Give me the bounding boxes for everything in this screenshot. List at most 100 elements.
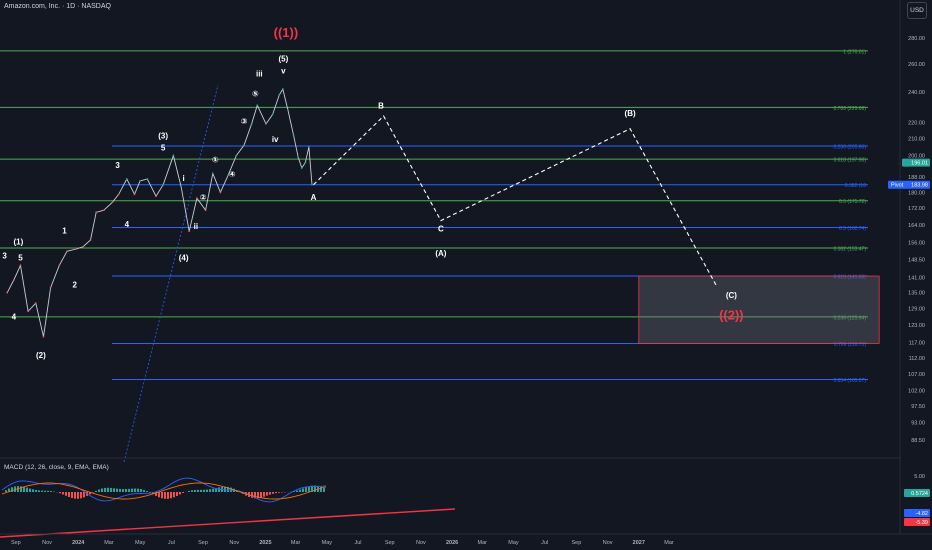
pivot-name: Pivot [891, 183, 904, 189]
wave-label: (C) [726, 291, 737, 300]
x-tick-label: Sep [572, 540, 582, 546]
wave-label: 3 [2, 251, 7, 260]
macd-histogram-bar [212, 488, 214, 492]
macd-histogram-bar [161, 492, 163, 499]
macd-histogram-bar [89, 492, 91, 495]
price-point [271, 113, 274, 116]
macd-histogram-bar [128, 488, 130, 492]
price-point [58, 264, 61, 267]
macd-histogram-bar [269, 492, 271, 495]
y-tick-label: 220.00 [908, 120, 925, 126]
macd-histogram-bar [50, 491, 52, 492]
y-tick-label: 280.00 [908, 36, 925, 42]
macd-histogram-bar [23, 486, 25, 492]
price-axis[interactable]: 280.00 260.00 240.00 220.00 210.00 200.00 188.… [899, 0, 925, 534]
y-tick-label: 97.50 [911, 404, 925, 410]
wave-label: (4) [179, 254, 189, 263]
macd-histogram-bar [254, 492, 256, 499]
target-zone-rect [638, 275, 880, 344]
wave-label: 4 [12, 313, 17, 322]
y-tick-label: 88.50 [911, 438, 925, 444]
price-point [75, 248, 78, 250]
macd-pane [0, 457, 900, 538]
wave-label: (A) [435, 249, 446, 258]
macd-histogram-bar [152, 492, 154, 495]
macd-histogram-bar [62, 492, 64, 495]
price-point [180, 185, 182, 188]
y-tick-label: 93.00 [911, 421, 925, 427]
macd-histogram-bar [155, 492, 157, 496]
x-tick-label: May [322, 540, 333, 546]
pivot-price: 183.98 [911, 183, 928, 189]
y-tick-label: 112.00 [909, 356, 925, 362]
price-point [278, 93, 281, 96]
wave-label: i [182, 174, 184, 183]
price-point [146, 178, 149, 180]
macd-histogram-bar [47, 490, 49, 492]
macd-histogram-bar [104, 487, 106, 492]
price-point [102, 209, 105, 212]
macd-histogram-bar [74, 492, 76, 499]
y-tick-label: 129.00 [908, 307, 925, 313]
target-zone [638, 275, 880, 344]
price-point [66, 250, 68, 253]
price-point [311, 183, 313, 186]
wave-label: (1) [14, 238, 24, 247]
macd-histogram-bar [209, 489, 211, 492]
macd-histogram-bar [71, 492, 73, 499]
macd-histogram-bar [65, 492, 67, 496]
signal-line [1, 482, 327, 500]
last-price-tag [902, 158, 930, 167]
macd-value-tag [904, 509, 930, 517]
y-tick-label: 107.00 [908, 372, 925, 378]
macd-histogram-bar [275, 492, 277, 494]
macd-histogram-bar [203, 489, 205, 492]
price-point [256, 104, 259, 107]
macd-histogram-bar [59, 492, 61, 494]
price-point [34, 302, 37, 305]
macd-histogram-bar [320, 486, 322, 492]
wave-labels: 3(1)54(2)1234(3)5iii(4)②①④③⑤iiiiv(5)v((1… [2, 25, 743, 360]
wave-label: C [438, 224, 444, 233]
price-point [27, 310, 30, 313]
y-tick-label: 240.00 [908, 90, 925, 96]
x-tick-label: 2027 [633, 540, 645, 546]
price-point [19, 264, 22, 267]
fib-label: 0.5 (162.74) [839, 226, 866, 232]
macd-histogram-bar [110, 487, 112, 492]
price-point [243, 144, 245, 147]
currency-button[interactable]: USD [907, 2, 927, 19]
macd-histogram-bar [299, 489, 301, 492]
macd-value-text: 0.5724 [911, 491, 928, 497]
fib-label: 0.382 (18 [845, 183, 866, 189]
fib-label: 0.382 (153.47) [833, 246, 866, 252]
x-tick-label: Sep [11, 540, 21, 546]
price-point [292, 134, 295, 137]
macd-histogram-bar [164, 492, 166, 499]
y-tick-label: 102.00 [908, 388, 925, 394]
wave-label: 5 [161, 143, 166, 152]
wave-label: 4 [125, 220, 130, 229]
macd-histogram-bar [11, 487, 13, 492]
wave-label: 2 [72, 281, 77, 290]
price-point [12, 279, 15, 281]
x-tick-label: Jul [541, 540, 548, 546]
time-axis[interactable]: Sep Nov 2024 Mar May Jul Sep Nov 2025 Mar May Jul Se… [0, 533, 932, 546]
price-point [6, 291, 9, 294]
fib-label: 0.236 (205.60) [833, 144, 866, 150]
price-point [235, 154, 238, 157]
price-point [139, 179, 142, 182]
macd-histogram-bar [218, 487, 220, 492]
macd-trendline [0, 508, 456, 538]
x-tick-label: Jul [355, 540, 362, 546]
macd-value-text: -4.82 [915, 511, 928, 517]
y-tick-label: 123.00 [908, 323, 925, 329]
x-tick-label: May [135, 540, 146, 546]
symbol-title: Amazon.com, Inc. · 1D · NASDAQ [4, 3, 111, 10]
x-tick-label: Nov [416, 540, 426, 546]
y-tick-label: 180.00 [908, 190, 925, 196]
price-point [49, 286, 52, 289]
macd-histogram-bar [257, 492, 259, 499]
trend-channel-line [123, 84, 219, 463]
price-point [304, 161, 307, 164]
